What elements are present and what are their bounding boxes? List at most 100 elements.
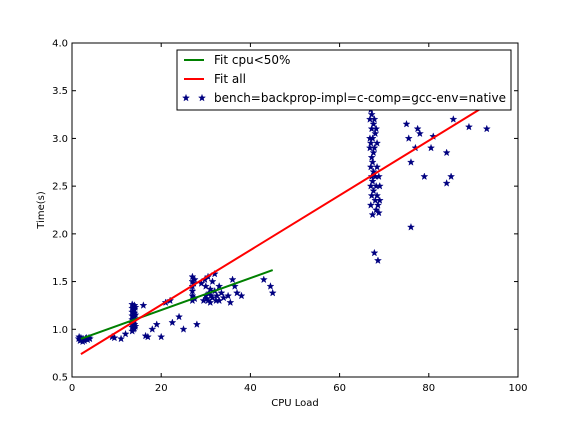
data-point — [190, 275, 199, 284]
data-point — [420, 172, 429, 180]
data-point — [370, 248, 379, 257]
data-point — [366, 201, 375, 209]
data-point — [233, 288, 241, 297]
data-point — [78, 337, 87, 346]
data-point — [373, 201, 382, 209]
data-point — [368, 134, 377, 142]
legend-star-icon — [198, 93, 206, 102]
data-point — [131, 310, 140, 319]
data-point — [131, 322, 140, 330]
fit-line-all — [80, 104, 488, 355]
data-point — [206, 285, 215, 293]
legend-star-icon — [182, 93, 190, 102]
data-point — [268, 288, 277, 297]
data-point — [368, 210, 377, 219]
data-point — [110, 333, 119, 342]
legend-label-bench: bench=backprop-impl=c-comp=gcc-env=nativ… — [214, 91, 506, 105]
data-point — [375, 181, 384, 190]
data-point — [427, 143, 435, 152]
data-point — [266, 282, 275, 290]
data-point — [143, 332, 152, 341]
legend-label-fit-cpu: Fit cpu<50% — [214, 53, 290, 67]
data-point — [374, 172, 383, 180]
data-point — [406, 223, 415, 231]
data-point — [148, 325, 157, 333]
data-point — [447, 172, 456, 180]
y-tick-label: 3.0 — [52, 134, 68, 145]
data-point — [373, 256, 382, 264]
data-point — [413, 124, 422, 133]
data-point — [75, 332, 84, 341]
y-tick-label: 3.5 — [52, 86, 68, 97]
data-point — [224, 291, 233, 300]
y-tick-label: 2.0 — [52, 229, 68, 240]
data-point — [373, 162, 382, 171]
data-point — [406, 158, 415, 166]
data-point — [215, 282, 224, 290]
data-point — [139, 301, 148, 309]
data-point — [369, 186, 378, 195]
y-tick-label: 1.5 — [52, 277, 68, 288]
y-tick-label: 0.5 — [52, 373, 68, 384]
data-point — [121, 329, 130, 338]
data-point — [369, 148, 378, 157]
legend-swatch-bench — [182, 93, 206, 102]
fit-line-cpu-below-50 — [80, 269, 274, 340]
data-point — [371, 129, 380, 138]
x-tick-label: 100 — [508, 383, 527, 394]
legend: Fit cpu<50% Fit all bench=backprop-impl=… — [176, 49, 512, 111]
y-axis-label: Time(s) — [36, 191, 47, 230]
data-point — [152, 320, 161, 328]
data-point — [368, 177, 377, 185]
data-point — [219, 293, 228, 302]
y-tick-label: 2.5 — [52, 182, 68, 193]
y-tick-label: 1.0 — [52, 325, 68, 336]
plot-frame — [71, 42, 519, 378]
data-point — [188, 272, 197, 281]
y-tick-label: 4.0 — [52, 39, 68, 50]
legend-label-fit-all: Fit all — [214, 72, 246, 86]
x-tick-label: 20 — [155, 383, 168, 394]
data-point — [372, 124, 381, 133]
data-point — [415, 129, 424, 138]
data-point — [375, 196, 384, 204]
data-point — [131, 303, 140, 311]
data-point — [188, 286, 197, 295]
data-point — [228, 275, 237, 284]
data-point — [464, 122, 473, 131]
data-point — [404, 134, 413, 142]
x-tick-label: 40 — [244, 383, 257, 394]
data-point — [374, 208, 383, 217]
legend-box — [176, 49, 512, 111]
data-point — [367, 110, 376, 118]
data-point — [175, 312, 184, 321]
data-point — [442, 179, 451, 187]
data-point — [482, 124, 491, 133]
data-point — [206, 298, 215, 306]
x-tick-label: 80 — [422, 383, 435, 394]
data-point — [179, 325, 188, 333]
data-point — [370, 115, 379, 123]
data-point — [208, 293, 217, 302]
data-point — [372, 205, 381, 214]
data-point — [373, 139, 382, 147]
data-point — [367, 153, 376, 161]
data-point — [449, 115, 458, 123]
x-tick-label: 0 — [69, 383, 75, 394]
data-point — [402, 119, 411, 128]
data-point — [442, 148, 451, 157]
data-point — [369, 167, 378, 176]
data-point — [201, 282, 210, 290]
data-point — [373, 191, 382, 200]
data-point — [226, 298, 235, 306]
data-point — [369, 119, 378, 128]
x-tick-label: 60 — [333, 383, 346, 394]
data-point — [237, 291, 246, 300]
data-point — [192, 320, 201, 328]
ticks-layer: 0 20 40 60 80 100 0.5 1.0 1.5 2.0 2.5 3.0 3.5 4.0 — [52, 39, 527, 395]
data-point — [259, 275, 268, 284]
data-point — [368, 158, 377, 166]
data-point — [117, 334, 126, 343]
data-point — [168, 318, 177, 326]
